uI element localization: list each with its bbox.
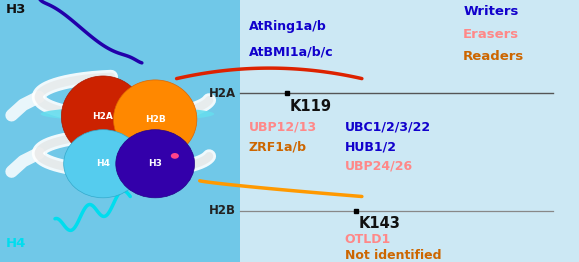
Text: UBP12/13: UBP12/13 bbox=[249, 121, 317, 134]
Text: H4: H4 bbox=[96, 159, 110, 168]
Text: Writers: Writers bbox=[463, 5, 519, 18]
Text: Erasers: Erasers bbox=[463, 28, 519, 41]
Text: K143: K143 bbox=[359, 216, 401, 231]
Ellipse shape bbox=[61, 76, 145, 157]
Text: H2B: H2B bbox=[209, 204, 236, 217]
Text: H2A: H2A bbox=[93, 112, 113, 121]
Ellipse shape bbox=[41, 107, 214, 121]
Text: H2B: H2B bbox=[145, 115, 166, 124]
Text: UBC1/2/3/22: UBC1/2/3/22 bbox=[345, 121, 431, 134]
Text: AtBMI1a/b/c: AtBMI1a/b/c bbox=[249, 46, 334, 59]
Text: H4: H4 bbox=[6, 237, 26, 250]
Text: AtRing1a/b: AtRing1a/b bbox=[249, 20, 327, 33]
Text: H3: H3 bbox=[148, 159, 162, 168]
FancyBboxPatch shape bbox=[0, 0, 240, 262]
Text: OTLD1: OTLD1 bbox=[345, 233, 391, 246]
Text: UBP24/26: UBP24/26 bbox=[345, 160, 413, 173]
Text: Not identified: Not identified bbox=[345, 249, 441, 262]
Ellipse shape bbox=[113, 80, 197, 159]
Ellipse shape bbox=[171, 153, 179, 159]
Text: K119: K119 bbox=[290, 99, 332, 114]
Text: H3: H3 bbox=[6, 3, 26, 16]
Text: ZRF1a/b: ZRF1a/b bbox=[249, 140, 307, 153]
Text: H2A: H2A bbox=[209, 86, 236, 100]
Ellipse shape bbox=[116, 130, 195, 198]
Text: HUB1/2: HUB1/2 bbox=[345, 140, 397, 153]
Ellipse shape bbox=[64, 130, 142, 198]
Text: Readers: Readers bbox=[463, 50, 525, 63]
